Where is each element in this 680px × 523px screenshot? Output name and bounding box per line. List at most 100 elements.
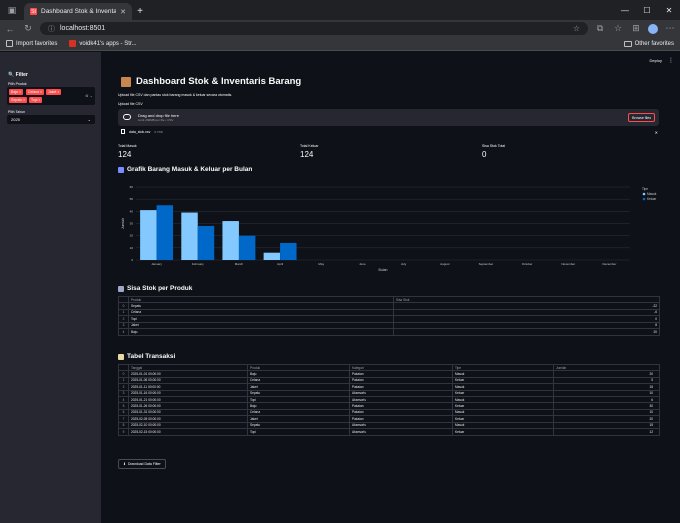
deploy-button[interactable]: Deploy — [649, 58, 662, 63]
metric-label: Sisa Stok Total — [482, 144, 506, 148]
table-cell: Pakaian — [350, 416, 453, 422]
chip-topi[interactable]: Topi × — [29, 97, 43, 103]
table-cell: Topi — [248, 396, 350, 403]
bar-masuk — [222, 221, 239, 260]
table-row: 5 2025-01-26 00:00:00 Baju Pakaian Keluar 30 — [119, 403, 659, 410]
other-favorites[interactable]: Other favorites — [623, 40, 674, 47]
streamlit-icon — [69, 40, 77, 47]
streamlit-favicon-icon: St — [30, 8, 37, 15]
clear-chevron-icon[interactable]: ⊗ ⌄ — [85, 93, 93, 98]
sidebar-title: 🔍 Filter — [8, 72, 28, 78]
favorite-star-icon[interactable]: ☆ — [572, 24, 580, 33]
metric-label: Total Masuk — [118, 144, 137, 148]
table-row: 9 2025-02-15 00:00:00 Topi Aksesoris Keluar 1… — [119, 428, 659, 436]
table-row: 4 2025-01-21 00:00:00 Topi Aksesoris Masuk 6 — [119, 396, 659, 404]
collections-icon[interactable]: ⊞ — [632, 23, 640, 33]
table-cell: 2 — [119, 384, 129, 390]
tab-close-icon[interactable]: ✕ — [120, 8, 126, 16]
tab-dashboard[interactable]: St Dashboard Stok & Inventaris ✕ — [24, 3, 132, 20]
table-row: 7 2025-02-05 00:00:00 Jaket Pakaian Keluar 20 — [119, 416, 659, 423]
table-cell: Jaket — [248, 384, 350, 390]
address-bar-row: ← ↻ ⓘ localhost:8501 ☆ ⧉ ☆ ⊞ ⋯ — [0, 20, 680, 37]
table-row: 1 2025-01-06 00:00:00 Celana Pakaian Keluar 5 — [119, 377, 659, 385]
favorites-icon[interactable]: ☆ — [613, 23, 623, 33]
file-icon — [121, 129, 125, 134]
table-header-cell: Produk — [248, 365, 350, 371]
more-icon[interactable]: ⋯ — [665, 23, 675, 33]
metric-value: 0 — [482, 150, 487, 159]
chip-baju[interactable]: Baju × — [9, 89, 24, 95]
legend-label: Masuk — [647, 192, 657, 196]
uploaded-file: data_stok.csv 0.7KB — [121, 129, 163, 134]
tab-actions-icon[interactable]: ▣ — [7, 4, 17, 15]
y-tick-label: 20 — [130, 234, 134, 238]
table-cell: Jaket — [129, 322, 394, 328]
table-cell: 7 — [119, 416, 129, 422]
legend-swatch — [642, 197, 646, 201]
bookmark-import-favorites[interactable]: Import favorites — [6, 40, 57, 47]
table-cell: Topi — [248, 428, 350, 436]
table-cell: Masuk — [453, 371, 554, 377]
download-button[interactable]: ⬇ Download Data Filter — [118, 459, 166, 469]
table-row: 6 2025-01-31 00:00:00 Celana Pakaian Masuk 10 — [119, 409, 659, 417]
table-row: 3 Jaket 8 — [119, 322, 659, 329]
table-cell: -22 — [652, 304, 657, 309]
table-header-cell — [119, 297, 129, 303]
chip-jaket[interactable]: Jaket × — [46, 89, 62, 95]
produk-multiselect[interactable]: Baju × Celana × Jaket × Sepatu × Topi × … — [7, 87, 95, 105]
table-cell: Masuk — [453, 422, 554, 428]
table-cell: Masuk — [453, 384, 554, 390]
url-text: localhost:8501 — [60, 25, 106, 32]
profile-avatar[interactable] — [648, 23, 658, 34]
metric-value: 124 — [300, 150, 314, 159]
main-menu-icon[interactable]: ⋮ — [668, 58, 674, 64]
url-field[interactable]: ⓘ localhost:8501 ☆ — [40, 22, 588, 35]
transaksi-table[interactable]: Tanggal Produk Kategori Tipe Jumlah 0 2025-01-… — [118, 364, 660, 437]
table-cell: Celana — [248, 377, 350, 384]
remove-file-icon[interactable]: ✕ — [654, 130, 658, 135]
minimize-icon[interactable]: — — [621, 5, 629, 15]
table-cell: Sepatu — [248, 390, 350, 396]
tahun-select[interactable]: 2025 ⌄ — [7, 115, 95, 124]
table-row: 2 2025-01-11 00:00:00 Jaket Pakaian Masuk 15 — [119, 384, 659, 391]
bar-masuk — [181, 212, 198, 260]
bookmark-label: Import favorites — [16, 40, 58, 47]
table-cell: 5 — [651, 378, 653, 383]
chart-icon — [118, 166, 124, 173]
metric-total-keluar: Total Keluar 124 — [300, 144, 318, 159]
table-cell: Baju — [248, 371, 350, 377]
drag-drop-text: Drag and drop file here — [138, 113, 179, 118]
chip-celana[interactable]: Celana × — [26, 89, 45, 95]
browse-files-button[interactable]: Browse files — [628, 113, 655, 122]
extensions-icon[interactable]: ⧉ — [596, 23, 604, 33]
sisa-stok-table[interactable]: Produk Sisa Stok 0 Sepatu -22 1 Celana -6 2 Topi 0… — [118, 296, 660, 337]
table-cell: 2025-01-06 00:00:00 — [129, 377, 248, 384]
table-header-cell: Sisa Stok — [396, 297, 410, 302]
table-cell: 2025-02-10 00:00:00 — [129, 422, 248, 428]
metric-sisa-stok: Sisa Stok Total 0 — [482, 144, 505, 159]
table-cell: 2025-01-31 00:00:00 — [129, 409, 248, 416]
table-cell: 30 — [649, 404, 653, 409]
reload-icon[interactable]: ↻ — [24, 23, 32, 33]
new-tab-icon[interactable]: + — [137, 6, 143, 17]
y-tick-label: 50 — [130, 197, 134, 201]
table-header-cell: Produk — [129, 297, 394, 303]
site-info-icon[interactable]: ⓘ — [48, 25, 55, 33]
chip-sepatu[interactable]: Sepatu × — [9, 97, 28, 103]
maximize-icon[interactable]: ☐ — [643, 5, 651, 15]
bookmark-streamlit-apps[interactable]: voidk41's apps - Str... — [69, 40, 137, 47]
bar-keluar — [156, 205, 174, 260]
table-cell: 8 — [655, 323, 657, 328]
file-uploader[interactable]: Drag and drop file here Limit 200MB per … — [118, 109, 659, 126]
x-tick-label: April — [277, 262, 283, 266]
table-cell: 5 — [119, 403, 129, 409]
x-tick-label: September — [479, 262, 494, 266]
close-window-icon[interactable]: ✕ — [665, 5, 673, 15]
table-cell: 1 — [119, 309, 129, 316]
table-cell: 2025-01-11 00:00:00 — [129, 384, 248, 390]
table-cell: 2025-02-15 00:00:00 — [129, 428, 248, 436]
table-cell: 10 — [649, 410, 653, 415]
back-icon[interactable]: ← — [5, 23, 15, 34]
table-cell: 2025-01-26 00:00:00 — [129, 403, 248, 409]
table-cell: Aksesoris — [350, 390, 453, 396]
